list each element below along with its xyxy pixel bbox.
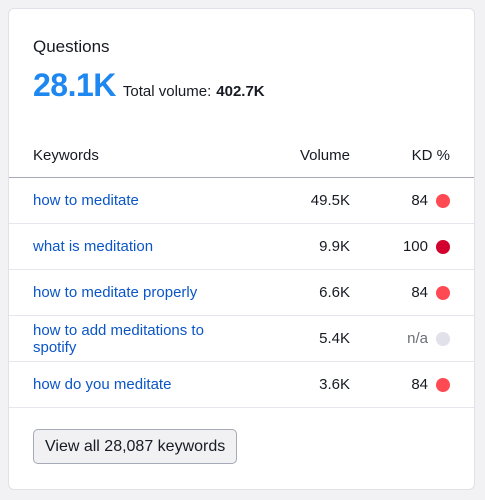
kd-value: 100 bbox=[402, 238, 428, 255]
keyword-cell: how to meditate bbox=[9, 177, 250, 224]
keyword-link[interactable]: how to add meditations to spotify bbox=[33, 321, 204, 356]
total-volume-label: Total volume: bbox=[122, 83, 212, 100]
volume-cell: 49.5K bbox=[250, 177, 350, 224]
table-row: how to meditate properly 6.6K 84 bbox=[9, 269, 474, 316]
kd-cell: 84 bbox=[350, 269, 474, 316]
kd-value: 84 bbox=[411, 192, 428, 209]
kd-value: 84 bbox=[411, 376, 428, 393]
table-row: how to add meditations to spotify 5.4K n… bbox=[9, 315, 474, 362]
keyword-link[interactable]: how do you meditate bbox=[33, 376, 172, 393]
table-row: how to meditate 49.5K 84 bbox=[9, 177, 474, 224]
keyword-link[interactable]: what is meditation bbox=[33, 238, 154, 255]
kd-difficulty-dot-icon bbox=[436, 239, 450, 254]
keyword-link[interactable]: how to meditate bbox=[33, 192, 139, 209]
keyword-cell: what is meditation bbox=[9, 223, 250, 270]
kd-cell: n/a bbox=[350, 315, 474, 362]
widget-title: Questions bbox=[33, 37, 110, 56]
volume-cell: 5.4K bbox=[250, 315, 350, 362]
view-all-keywords-button[interactable]: View all 28,087 keywords bbox=[33, 429, 238, 464]
keyword-link[interactable]: how to meditate properly bbox=[33, 284, 198, 301]
summary: 28.1K Total volume: 402.7K bbox=[33, 67, 265, 104]
keyword-cell: how to add meditations to spotify bbox=[9, 315, 250, 362]
kd-difficulty-dot-icon bbox=[436, 193, 450, 208]
keyword-cell: how do you meditate bbox=[9, 361, 250, 408]
table-row: how do you meditate 3.6K 84 bbox=[9, 361, 474, 408]
keywords-table: Keywords Volume KD % how to meditate 49.… bbox=[9, 133, 474, 408]
kd-cell: 100 bbox=[350, 223, 474, 270]
kd-cell: 84 bbox=[350, 177, 474, 224]
table-row: what is meditation 9.9K 100 bbox=[9, 223, 474, 270]
volume-cell: 3.6K bbox=[250, 361, 350, 408]
kd-value: 84 bbox=[411, 284, 428, 301]
kd-difficulty-dot-icon bbox=[436, 285, 450, 300]
questions-widget: Questions 28.1K Total volume: 402.7K Key… bbox=[8, 8, 475, 490]
column-header-keywords: Keywords bbox=[9, 133, 250, 178]
column-header-volume: Volume bbox=[250, 133, 350, 178]
volume-cell: 9.9K bbox=[250, 223, 350, 270]
kd-difficulty-dot-icon bbox=[436, 331, 450, 346]
column-header-kd: KD % bbox=[350, 133, 474, 178]
kd-value: n/a bbox=[407, 330, 428, 347]
kd-cell: 84 bbox=[350, 361, 474, 408]
keyword-cell: how to meditate properly bbox=[9, 269, 250, 316]
table-header-row: Keywords Volume KD % bbox=[9, 133, 474, 178]
kd-difficulty-dot-icon bbox=[436, 377, 450, 392]
volume-cell: 6.6K bbox=[250, 269, 350, 316]
total-volume-value: 402.7K bbox=[216, 83, 265, 100]
question-count: 28.1K bbox=[33, 67, 116, 103]
